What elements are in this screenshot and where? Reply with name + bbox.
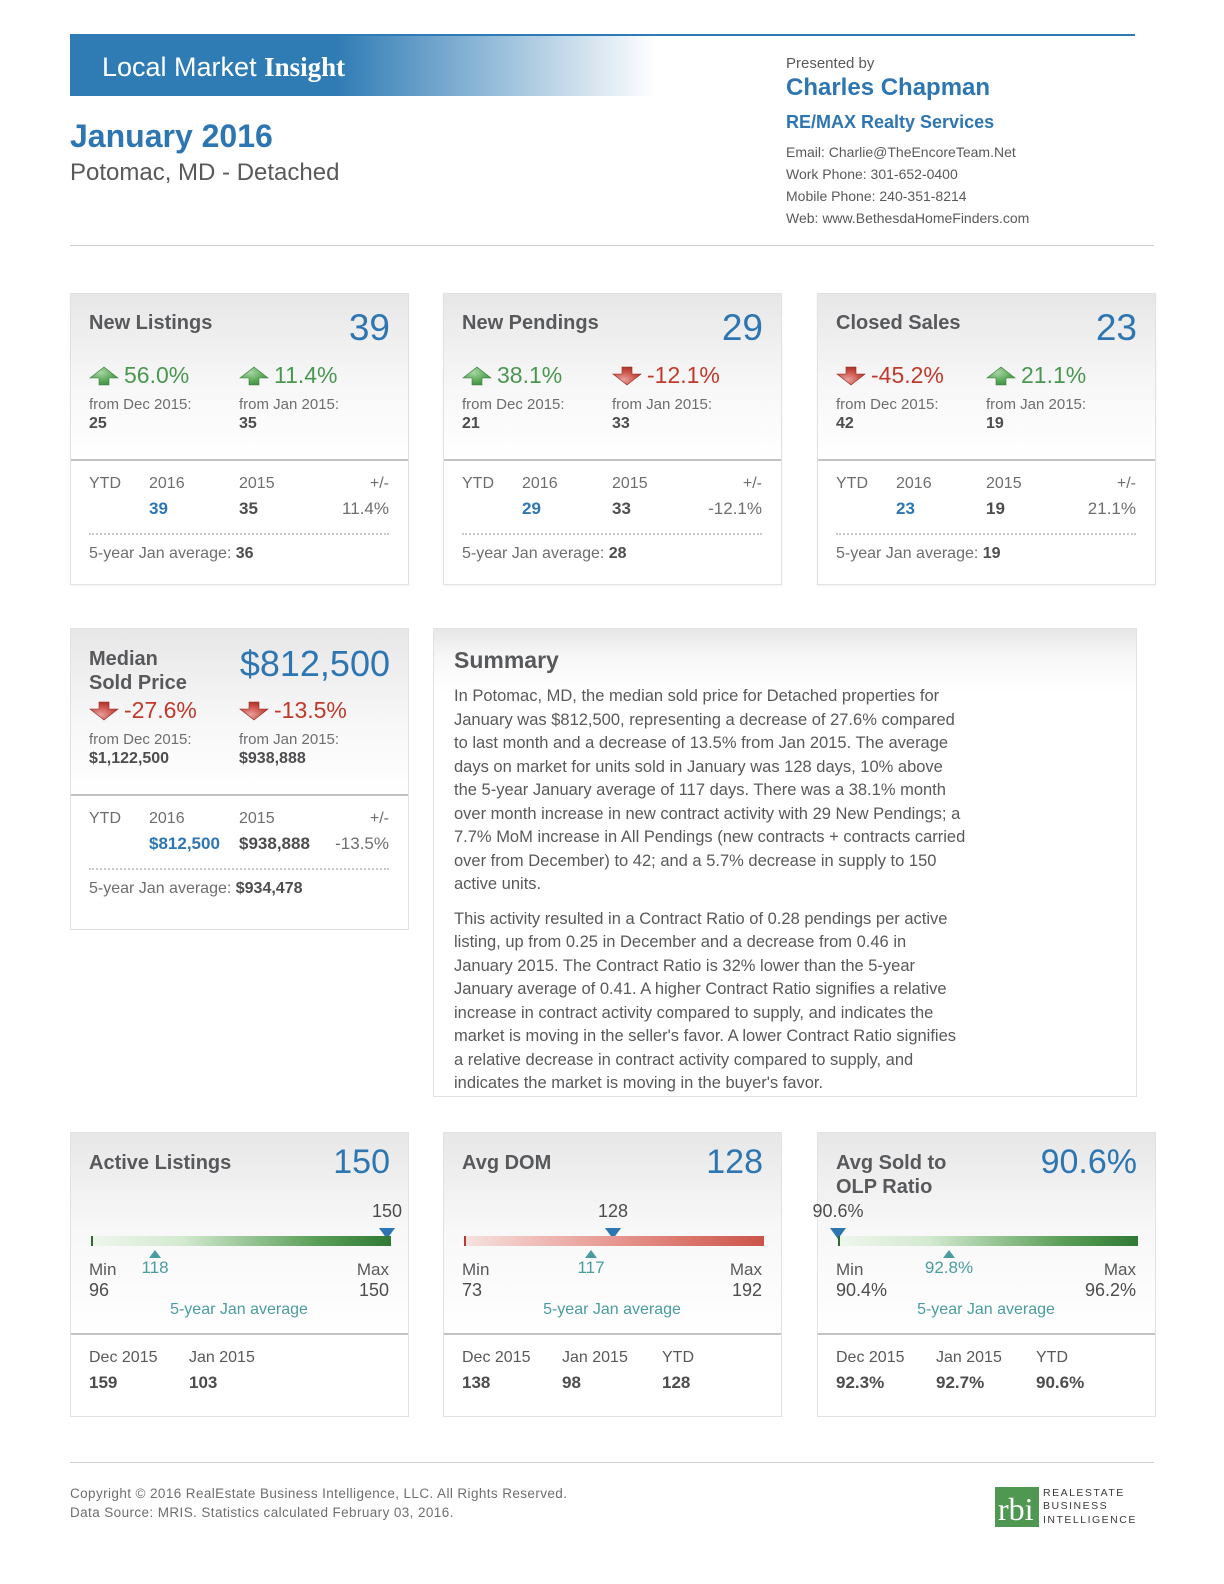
svg-text:rbi: rbi (998, 1491, 1034, 1527)
